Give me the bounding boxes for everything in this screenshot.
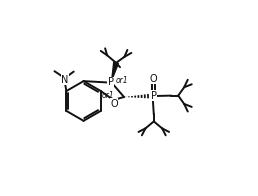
Text: N: N [61,74,68,84]
Text: P: P [108,77,114,87]
Polygon shape [112,62,118,80]
Text: P: P [151,91,157,101]
Text: O: O [150,74,157,84]
Text: O: O [110,99,118,109]
Text: or1: or1 [102,91,115,100]
Text: or1: or1 [115,76,128,85]
